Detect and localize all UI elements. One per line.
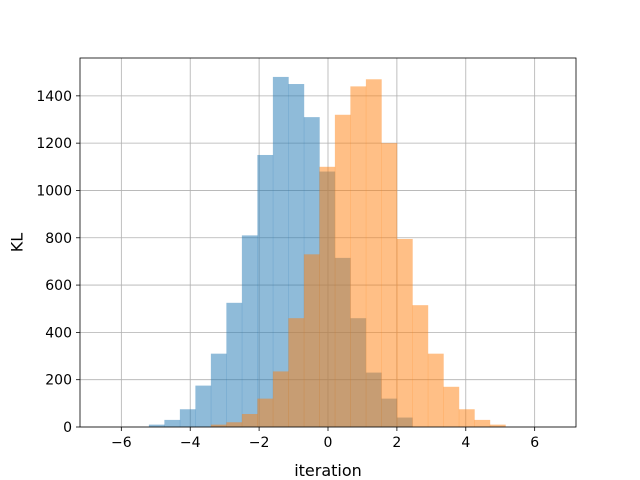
histogram-bar [474,419,491,427]
y-axis-title: KL [8,233,27,252]
x-tick-label: 4 [461,435,470,451]
histogram-bar [489,424,506,427]
histogram-bar [396,238,413,427]
histogram-bar [148,424,165,427]
histogram-bar [272,76,289,427]
histogram-bar [210,353,227,427]
x-tick-label: −2 [249,435,270,451]
histogram-bar [350,86,367,427]
x-tick-label: 2 [392,435,401,451]
histogram-bar [443,386,460,427]
histogram-bar [226,422,243,427]
histogram-bar [195,385,212,427]
x-tick-label: 0 [324,435,333,451]
histogram-bar [226,302,243,427]
histogram-bar [412,305,429,427]
histogram-bar [272,371,289,427]
histogram-bar [257,398,274,427]
histogram-bar [303,254,320,427]
x-tick-label: −4 [180,435,201,451]
y-tick-label: 0 [63,420,72,436]
histogram-bar [319,166,336,428]
y-tick-label: 200 [45,373,72,389]
y-tick-label: 1000 [36,183,72,199]
y-tick-label: 1200 [36,136,72,152]
x-tick-label: −6 [111,435,132,451]
histogram-bars [148,76,506,428]
x-axis-title: iteration [294,461,362,480]
histogram-bar [257,154,274,427]
y-tick-label: 600 [45,278,72,294]
histogram-bar [179,409,196,427]
histogram-bar [164,419,181,427]
y-tick-label: 1400 [36,89,72,105]
histogram-bar [458,409,475,427]
histogram-bar [210,424,227,427]
histogram-bar [427,353,444,427]
y-tick-label: 400 [45,325,72,341]
histogram-bar [334,114,351,428]
histogram-bar [241,235,258,427]
histogram-bar [241,413,258,427]
y-tick-label: 800 [45,231,72,247]
x-tick-label: 6 [530,435,539,451]
axis-ticks: −6 −4 −2 0 2 4 6 0 200 400 600 800 1000 1200 1400 [36,89,539,451]
histogram-bar [381,143,398,427]
histogram-bar [365,79,382,428]
histogram-bar [288,318,305,427]
